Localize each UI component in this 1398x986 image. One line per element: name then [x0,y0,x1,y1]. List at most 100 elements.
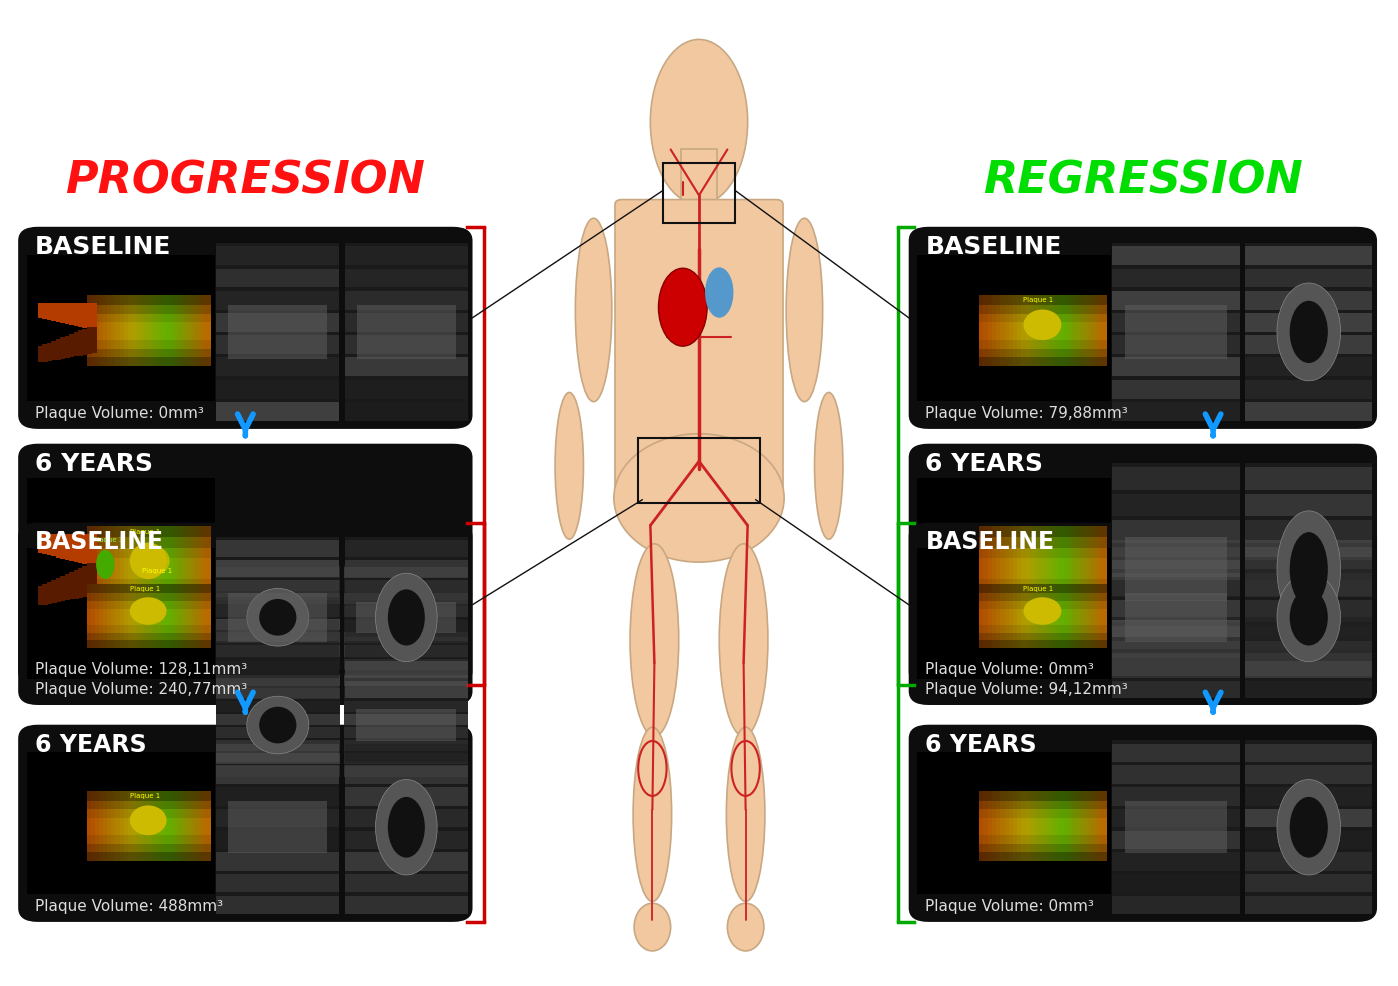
Bar [112,608,116,616]
Bar [1113,830,1240,849]
Bar [169,800,173,810]
Bar [1018,313,1022,322]
Bar [108,546,112,558]
Bar [1014,330,1018,340]
Bar [1097,526,1103,537]
Bar [131,304,137,314]
Bar [1085,339,1090,349]
Bar [1064,295,1069,305]
Bar [1072,578,1078,590]
Bar [131,631,137,640]
Bar [1001,615,1005,624]
Bar [95,330,101,340]
Bar [197,330,203,340]
Bar [1047,304,1051,314]
Bar [103,339,109,349]
Bar [1093,623,1099,632]
Ellipse shape [376,780,438,875]
Bar [152,339,158,349]
Bar [108,356,112,366]
Bar [189,546,194,558]
Bar [1085,585,1090,594]
Bar [136,585,141,594]
Bar [120,304,124,314]
Bar [1026,356,1030,366]
Bar [95,557,101,568]
Bar [91,321,96,331]
Bar [979,585,984,594]
Bar [131,536,137,547]
Bar [127,631,133,640]
Bar [131,330,137,340]
Bar [201,321,207,331]
Bar [169,600,173,609]
Bar [1085,567,1090,579]
Bar [64,534,74,560]
Bar [180,304,186,314]
Bar [1064,843,1069,852]
Bar [112,578,116,590]
Bar [176,792,182,801]
Bar [152,623,158,632]
Bar [127,295,133,305]
Bar [1026,536,1030,547]
Bar [87,536,92,547]
Bar [1246,680,1373,698]
Bar [1072,851,1078,861]
Bar [1022,809,1026,818]
Bar [1102,578,1107,590]
Bar [189,557,194,568]
Bar [1072,600,1078,609]
Bar [1005,526,1009,537]
Bar [993,792,997,801]
Bar [161,578,165,590]
Bar [1089,631,1095,640]
Bar [1064,615,1069,624]
Bar [120,639,124,648]
Bar [1055,313,1061,322]
Bar [1026,817,1030,826]
Bar [1246,740,1373,914]
Bar [161,631,165,640]
Ellipse shape [247,589,309,646]
Bar [87,800,92,810]
Bar [136,593,141,601]
Bar [95,578,101,590]
Bar [1005,843,1009,852]
Bar [1089,295,1095,305]
Bar [1125,537,1227,601]
Bar [1035,608,1039,616]
Bar [206,578,211,590]
Bar [180,825,186,835]
Bar [176,834,182,844]
Bar [123,295,129,305]
Bar [169,639,173,648]
Bar [1055,631,1061,640]
Text: Plaque 1: Plaque 1 [130,794,159,800]
Bar [136,339,141,349]
Bar [169,585,173,594]
Bar [173,589,178,599]
Bar [99,585,105,594]
Bar [345,600,468,617]
Bar [127,567,133,579]
Bar [1076,313,1082,322]
Bar [1246,521,1373,542]
Bar [87,608,92,616]
Bar [1081,599,1086,610]
Bar [1051,339,1057,349]
Bar [1055,593,1061,601]
Bar [1030,600,1035,609]
Bar [91,589,96,599]
Bar [180,557,186,568]
Bar [344,674,468,685]
Text: Plaque 3: Plaque 3 [94,536,123,542]
Bar [180,809,186,818]
Bar [1093,615,1099,624]
Bar [1051,313,1057,322]
Bar [103,567,109,579]
Bar [157,348,162,357]
Bar [1055,546,1061,558]
Bar [136,608,141,616]
Bar [197,313,203,322]
